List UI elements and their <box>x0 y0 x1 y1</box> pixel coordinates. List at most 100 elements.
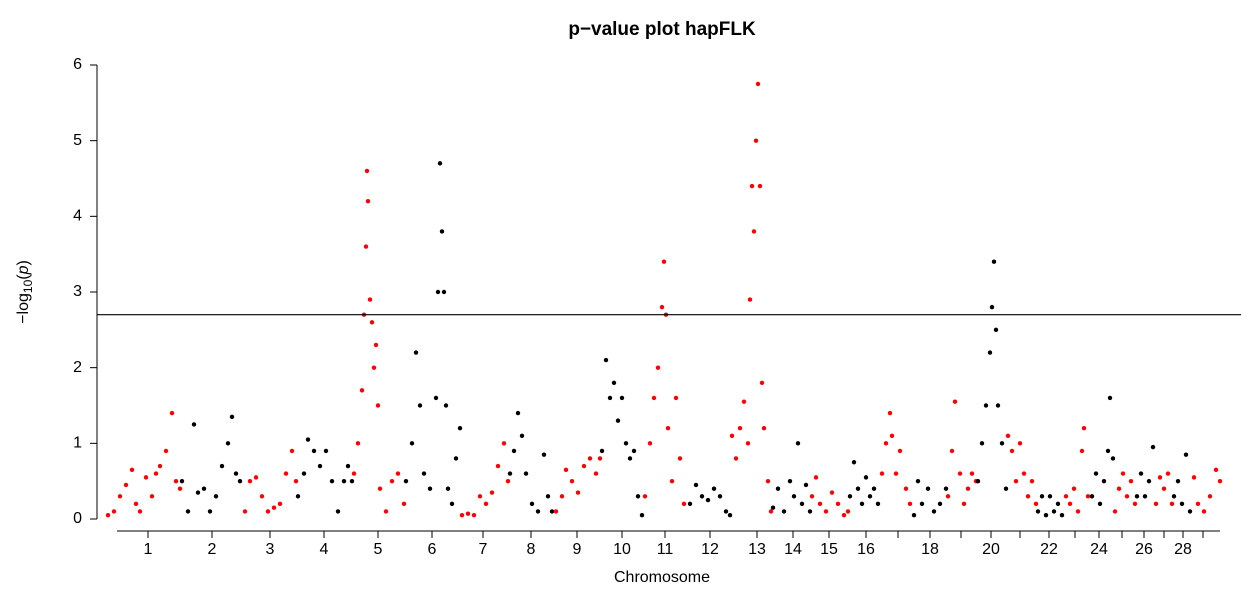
point <box>615 418 621 423</box>
point <box>1213 467 1219 473</box>
point <box>903 486 909 491</box>
point <box>1089 494 1095 499</box>
x-tick-label: 8 <box>527 541 536 558</box>
point <box>457 426 463 431</box>
point <box>965 486 971 491</box>
point <box>1029 478 1035 484</box>
chart-title: p−value plot hapFLK <box>568 19 756 40</box>
point <box>623 441 629 446</box>
point <box>1071 486 1077 491</box>
point <box>727 513 733 518</box>
point <box>283 471 289 476</box>
point <box>371 365 377 370</box>
point <box>1161 486 1167 491</box>
point <box>179 478 185 484</box>
point <box>733 456 739 461</box>
point <box>289 448 295 454</box>
point <box>149 494 155 499</box>
point <box>111 509 117 514</box>
point <box>305 437 311 442</box>
point <box>123 482 129 488</box>
point <box>403 478 409 484</box>
point <box>1047 494 1053 499</box>
point <box>835 501 841 507</box>
point <box>1132 501 1138 507</box>
point <box>575 490 581 495</box>
point <box>925 486 931 491</box>
point <box>659 304 665 310</box>
point <box>433 395 439 401</box>
point <box>768 509 774 514</box>
point <box>1165 471 1171 476</box>
point <box>1207 494 1213 499</box>
point <box>545 494 551 499</box>
point <box>435 289 441 295</box>
point <box>1142 494 1148 499</box>
point <box>711 486 717 491</box>
x-tick-label: 18 <box>921 541 939 558</box>
point <box>1175 478 1181 484</box>
point <box>1191 475 1197 480</box>
point <box>1110 456 1116 461</box>
point <box>1179 501 1185 507</box>
point <box>581 463 587 469</box>
point <box>163 448 169 454</box>
point <box>529 501 535 507</box>
point <box>775 486 781 491</box>
point <box>105 513 111 518</box>
point <box>439 229 445 234</box>
point <box>1039 494 1045 499</box>
point <box>809 494 815 499</box>
point <box>143 475 149 480</box>
point <box>847 494 853 499</box>
x-tick-label: 1 <box>144 541 153 558</box>
point <box>237 478 243 484</box>
point <box>373 342 379 348</box>
point <box>957 471 963 476</box>
point <box>919 501 925 507</box>
y-label-part: −log <box>15 293 32 324</box>
x-tick-label: 16 <box>857 541 875 558</box>
point <box>1187 509 1193 514</box>
point <box>295 494 301 499</box>
point <box>335 509 341 514</box>
point <box>845 509 851 514</box>
point <box>749 183 755 189</box>
point <box>761 426 767 431</box>
point <box>1021 471 1027 476</box>
point <box>1059 513 1065 518</box>
point <box>169 410 175 416</box>
point <box>1150 444 1156 450</box>
point <box>345 463 351 469</box>
x-tick-label: 7 <box>479 541 488 558</box>
point <box>1107 395 1113 401</box>
point <box>1017 441 1023 446</box>
point <box>563 467 569 473</box>
point <box>489 490 495 495</box>
point <box>501 441 507 446</box>
point <box>293 478 299 484</box>
point <box>1063 494 1069 499</box>
point <box>829 490 835 495</box>
point <box>553 509 559 514</box>
point <box>961 501 967 507</box>
point <box>1025 494 1031 499</box>
point <box>365 199 371 204</box>
point <box>1105 448 1111 454</box>
point <box>931 509 937 514</box>
point <box>1124 494 1130 499</box>
point <box>1195 501 1201 507</box>
x-tick-label: 26 <box>1135 541 1153 558</box>
point <box>185 509 191 514</box>
point <box>157 463 163 469</box>
point <box>1067 501 1073 507</box>
point <box>247 478 253 484</box>
point <box>173 478 179 484</box>
point <box>1134 494 1140 499</box>
point <box>619 395 625 401</box>
point <box>631 448 637 454</box>
point <box>863 475 869 480</box>
point <box>979 441 985 446</box>
point <box>449 501 455 507</box>
point <box>511 448 517 454</box>
